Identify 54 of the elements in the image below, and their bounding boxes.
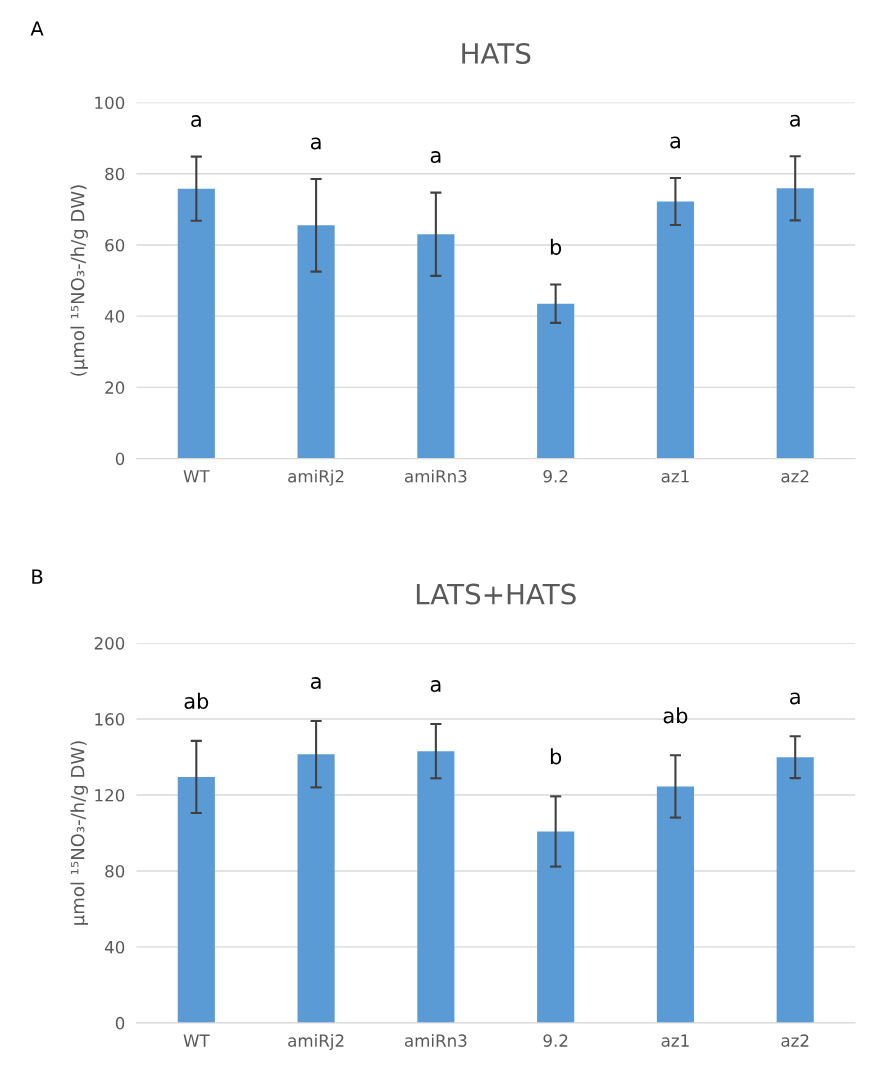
annotation: a <box>790 692 800 705</box>
x-tick-label: WT <box>183 470 210 483</box>
y-tick-label: 60 <box>105 238 125 252</box>
annotation: b <box>550 748 562 765</box>
annotation: a <box>670 136 680 149</box>
annotation: a <box>310 677 321 690</box>
bar <box>776 188 814 459</box>
y-tick-label: 80 <box>105 167 125 181</box>
y-tick-label: 40 <box>104 310 125 323</box>
y-tick-label: 20 <box>105 381 125 394</box>
x-tick-label: az1 <box>661 1034 689 1047</box>
bar <box>656 201 694 459</box>
annotation: a <box>191 115 201 128</box>
annotation: ab <box>663 707 688 724</box>
y-tick-label: 0 <box>115 452 125 466</box>
y-tick-label: 200 <box>94 637 125 650</box>
y-axis-title: µmol ¹⁵NO₃-/h/g DW) <box>70 741 88 925</box>
bar <box>776 757 814 1023</box>
bar <box>537 303 575 459</box>
x-tick-label: amiRj2 <box>288 469 344 486</box>
x-tick-label: az1 <box>661 470 689 483</box>
y-tick-label: 120 <box>95 788 125 802</box>
x-tick-label: az2 <box>781 469 809 483</box>
chart-title: LATS+HATS <box>416 583 576 605</box>
x-tick-label: amiRj2 <box>288 1034 344 1051</box>
annotation: a <box>310 137 321 150</box>
bar <box>297 225 335 459</box>
x-tick-label: 9.2 <box>543 1034 568 1047</box>
annotation: ab <box>184 692 209 709</box>
bar <box>417 234 455 459</box>
bar <box>656 786 694 1023</box>
y-tick-label: 160 <box>95 713 125 726</box>
x-tick-label: WT <box>183 1034 210 1047</box>
bar <box>297 754 335 1023</box>
chart-title: HATS <box>462 43 531 65</box>
annotation: b <box>550 238 562 255</box>
y-tick-label: 40 <box>104 940 125 954</box>
bar <box>177 776 215 1023</box>
y-tick-label: 100 <box>95 96 125 110</box>
bar <box>537 831 575 1023</box>
bar <box>177 188 215 459</box>
x-tick-label: amiRn3 <box>404 469 467 483</box>
x-tick-label: 9.2 <box>543 469 568 483</box>
y-axis-title: (µmol ¹⁵NO₃-/h/g DW) <box>70 185 88 376</box>
text: A <box>30 21 44 36</box>
annotation: a <box>430 151 441 164</box>
x-tick-label: az2 <box>781 1034 809 1047</box>
x-tick-label: amiRn3 <box>404 1034 467 1047</box>
y-tick-label: 80 <box>105 864 125 878</box>
text: B <box>32 569 43 584</box>
y-tick-label: 0 <box>115 1016 125 1030</box>
bar <box>417 751 455 1023</box>
annotation: a <box>430 680 441 693</box>
annotation: a <box>790 114 800 127</box>
